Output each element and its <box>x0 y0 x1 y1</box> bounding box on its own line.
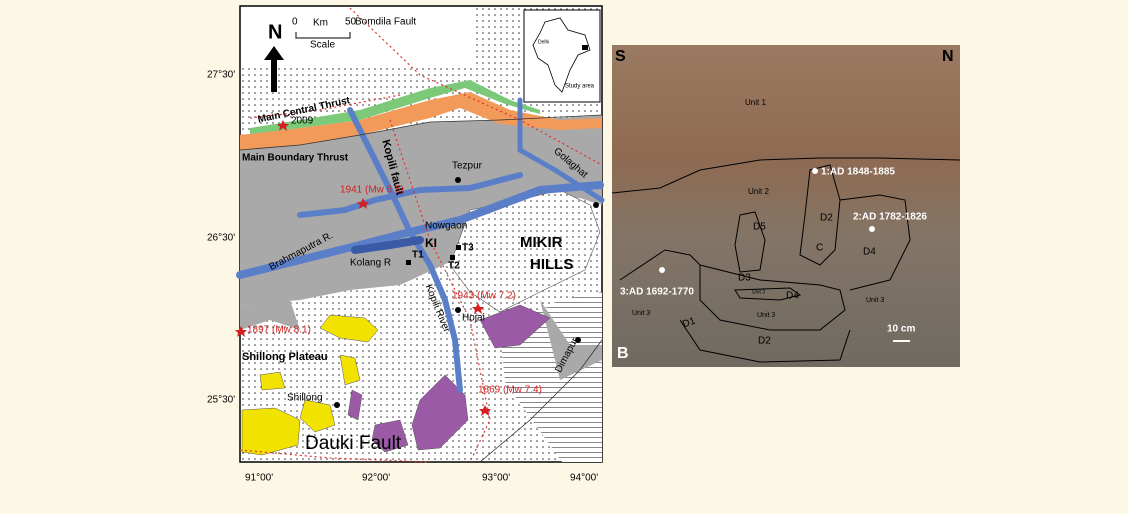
map-label: Nowgaon <box>425 221 467 232</box>
towns <box>334 177 599 408</box>
photo-label: C <box>816 243 823 254</box>
river <box>297 172 523 218</box>
photo-label: Unit 1 <box>745 98 766 107</box>
lat-label: 27°30' <box>207 70 235 81</box>
photo-label: D4 <box>786 291 799 302</box>
lat-label: 26°30' <box>207 233 235 244</box>
map-label: 1869 (Mw 7.4) <box>478 385 542 396</box>
photo-label: Unit 3 <box>752 289 765 295</box>
photo-label: D4 <box>863 247 876 258</box>
map-label: MIKIR <box>520 234 563 251</box>
unit-boundaries <box>611 157 961 363</box>
photo-label: D2 <box>820 213 833 224</box>
photo-label: D1 <box>681 315 697 330</box>
geology-unit <box>347 304 551 453</box>
thrust-band <box>250 80 540 134</box>
photo-label: 2:AD 1782-1826 <box>853 212 927 223</box>
scale-label: 50 <box>345 17 357 28</box>
plain-area <box>242 8 472 68</box>
river <box>517 97 605 203</box>
scale-label: 0 <box>292 17 298 28</box>
river <box>236 181 604 279</box>
study-area-marker <box>582 45 588 50</box>
map-label: T1 <box>412 250 424 261</box>
lon-label: 91°00' <box>245 473 273 484</box>
map-label: 1897 (Mw 8.1) <box>247 325 311 336</box>
valley-region <box>240 300 300 330</box>
photo-label: N <box>942 48 954 65</box>
map-label: 2009 <box>291 116 314 127</box>
photo-label: D3 <box>738 273 751 284</box>
inset-map <box>523 9 601 103</box>
lat-label: 25°30' <box>207 395 235 406</box>
rivers <box>236 97 605 393</box>
north-label: N <box>268 21 282 43</box>
geology-unit <box>241 314 379 456</box>
photo-label: S <box>615 48 626 65</box>
sample-point <box>812 168 818 174</box>
river <box>347 107 463 393</box>
photo-label: 3:AD 1692-1770 <box>620 287 694 298</box>
map: Delhi Study area N 0 Km 50 Scale Bomdila… <box>207 5 605 484</box>
scale-bar <box>295 32 351 39</box>
photo-label: Unit 2 <box>748 187 769 196</box>
map-label: Hojai <box>462 313 485 324</box>
map-label: KI <box>425 236 437 250</box>
sample-point <box>659 267 665 273</box>
epicenters <box>235 120 491 416</box>
river <box>351 236 424 254</box>
trench-photo: S N Unit 1 1:AD 1848-1885 Unit 2 D5 D2 2… <box>611 45 961 367</box>
map-label: Shillong Plateau <box>242 351 328 363</box>
map-label: Shillong <box>287 393 323 404</box>
map-label: 1941 (Mw 6.5) <box>340 185 404 196</box>
boundaries <box>239 114 603 463</box>
photo-label: Unit 3 <box>632 310 650 317</box>
valley-region <box>240 115 602 305</box>
photo-label: D2 <box>758 336 771 347</box>
map-label: T3 <box>462 243 474 254</box>
scale-label: Scale <box>310 40 335 51</box>
map-label: 1943 (Mw 7.2) <box>452 291 516 302</box>
photo-label: Unit 3 <box>757 312 775 319</box>
lon-label: 93°00' <box>482 473 510 484</box>
photo-label: 10 cm <box>887 324 915 335</box>
map-label: Dauki Fault <box>305 433 402 454</box>
north-arrow <box>264 46 284 92</box>
thrust-band <box>240 92 602 150</box>
photo <box>612 45 960 367</box>
photo-label: Unit 3 <box>866 297 884 304</box>
inset-label: Study area <box>565 84 595 90</box>
map-label: Kolang R <box>350 258 391 269</box>
faults <box>239 7 603 463</box>
inset-label: Delhi <box>538 39 549 45</box>
photo-label: B <box>617 345 629 362</box>
lon-label: 92°00' <box>362 473 390 484</box>
map-label: Main Boundary Thrust <box>242 153 349 164</box>
map-label: Tezpur <box>452 161 483 172</box>
india-outline <box>532 17 591 93</box>
sample-point <box>869 226 875 232</box>
valley-region <box>540 300 602 380</box>
map-label: HILLS <box>530 256 573 273</box>
map-label: Bomdila Fault <box>355 17 416 28</box>
lon-label: 94°00' <box>570 473 598 484</box>
scale-label: Km <box>313 18 328 29</box>
map-label: T2 <box>448 261 460 272</box>
photo-label: D5 <box>753 222 766 233</box>
photo-label: 1:AD 1848-1885 <box>821 167 895 178</box>
